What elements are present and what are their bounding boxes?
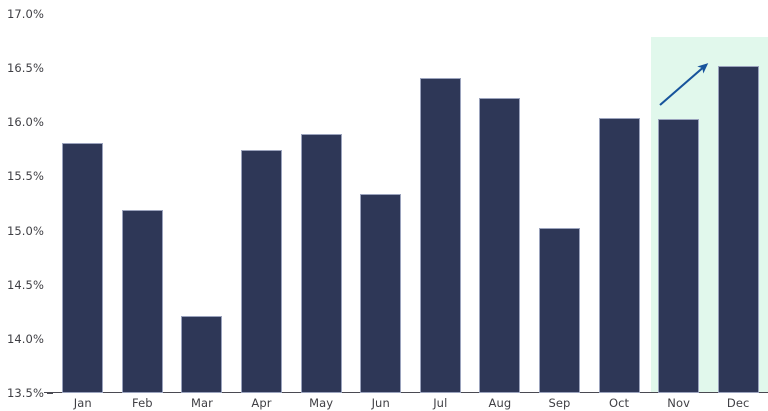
x-tick-label-aug: Aug [488, 396, 512, 410]
bar-feb[interactable] [121, 209, 163, 393]
bar-dec[interactable] [717, 65, 759, 393]
x-tick-label-jul: Jul [433, 396, 448, 410]
x-tick-label-mar: Mar [190, 396, 213, 410]
bar-sep[interactable] [538, 228, 580, 393]
bar-aug[interactable] [479, 98, 521, 393]
x-tick-label-apr: Apr [251, 396, 272, 410]
plot-area [53, 0, 768, 393]
bar-jan[interactable] [62, 142, 104, 393]
y-tick-label: 16.0% [6, 115, 44, 130]
y-tick-label: 14.5% [6, 277, 44, 292]
y-tick-label: 15.0% [6, 223, 44, 238]
x-tick-label-feb: Feb [132, 396, 153, 410]
x-tick-label-oct: Oct [608, 396, 630, 410]
bar-jun[interactable] [360, 193, 402, 393]
x-tick-label-dec: Dec [726, 396, 750, 410]
y-tick-label: 17.0% [6, 7, 44, 21]
x-tick-label-jun: Jun [371, 396, 390, 410]
bar-may[interactable] [300, 134, 342, 393]
bar-nov[interactable] [658, 119, 700, 393]
bar-jul[interactable] [419, 77, 461, 393]
y-tick-label: 13.5% [6, 386, 44, 400]
y-tick-label: 15.5% [6, 169, 44, 184]
bar-oct[interactable] [598, 117, 640, 393]
x-tick-label-may: May [309, 396, 334, 410]
bar-apr[interactable] [241, 150, 283, 393]
x-axis-line [44, 392, 768, 394]
x-tick-label-sep: Sep [548, 396, 571, 410]
bar-mar[interactable] [181, 316, 223, 393]
y-tick-label: 14.0% [6, 331, 44, 346]
x-tick-label-nov: Nov [667, 396, 690, 410]
y-axis: 13.5% 14.0% 14.5% 15.0% 15.5% 16.0% 16.5% 17.0% [0, 0, 53, 411]
x-tick-label-jan: Jan [73, 396, 92, 410]
y-tick-label: 16.5% [6, 61, 44, 76]
